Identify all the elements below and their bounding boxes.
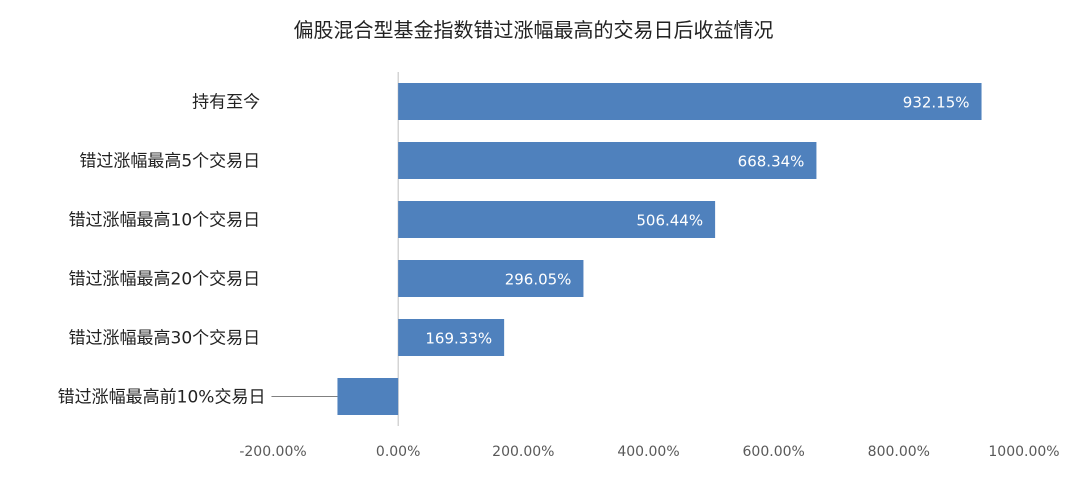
- category-label-0: 持有至今: [192, 93, 260, 113]
- data-label-2: 506.44%: [636, 212, 703, 230]
- bar-1: [398, 142, 817, 179]
- category-label-5: 错过涨幅最高前10%交易日: [58, 388, 266, 408]
- bar-3: [398, 260, 584, 297]
- category-label-3: 错过涨幅最高20个交易日: [69, 270, 261, 290]
- data-label-3: 296.05%: [505, 271, 572, 289]
- bar-2: [398, 201, 716, 238]
- bar-0: [398, 83, 982, 120]
- data-label-0: 932.15%: [903, 94, 970, 112]
- chart-title: 偏股混合型基金指数错过涨幅最高的交易日后收益情况: [293, 18, 774, 42]
- category-label-1: 错过涨幅最高5个交易日: [79, 152, 260, 172]
- x-tick-label-5: 800.00%: [868, 444, 930, 460]
- bar-5: [337, 378, 399, 415]
- data-label-4: 169.33%: [425, 330, 492, 348]
- bar-4: [398, 319, 505, 356]
- x-tick-label-3: 400.00%: [617, 444, 679, 460]
- data-label-1: 668.34%: [738, 153, 805, 171]
- category-label-2: 错过涨幅最高10个交易日: [69, 211, 261, 231]
- x-tick-label-6: 1000.00%: [988, 444, 1059, 460]
- x-tick-label-1: 0.00%: [376, 444, 420, 460]
- x-tick-label-0: -200.00%: [239, 444, 306, 460]
- category-label-4: 错过涨幅最高30个交易日: [69, 329, 261, 349]
- x-tick-label-4: 600.00%: [743, 444, 805, 460]
- x-tick-label-2: 200.00%: [492, 444, 554, 460]
